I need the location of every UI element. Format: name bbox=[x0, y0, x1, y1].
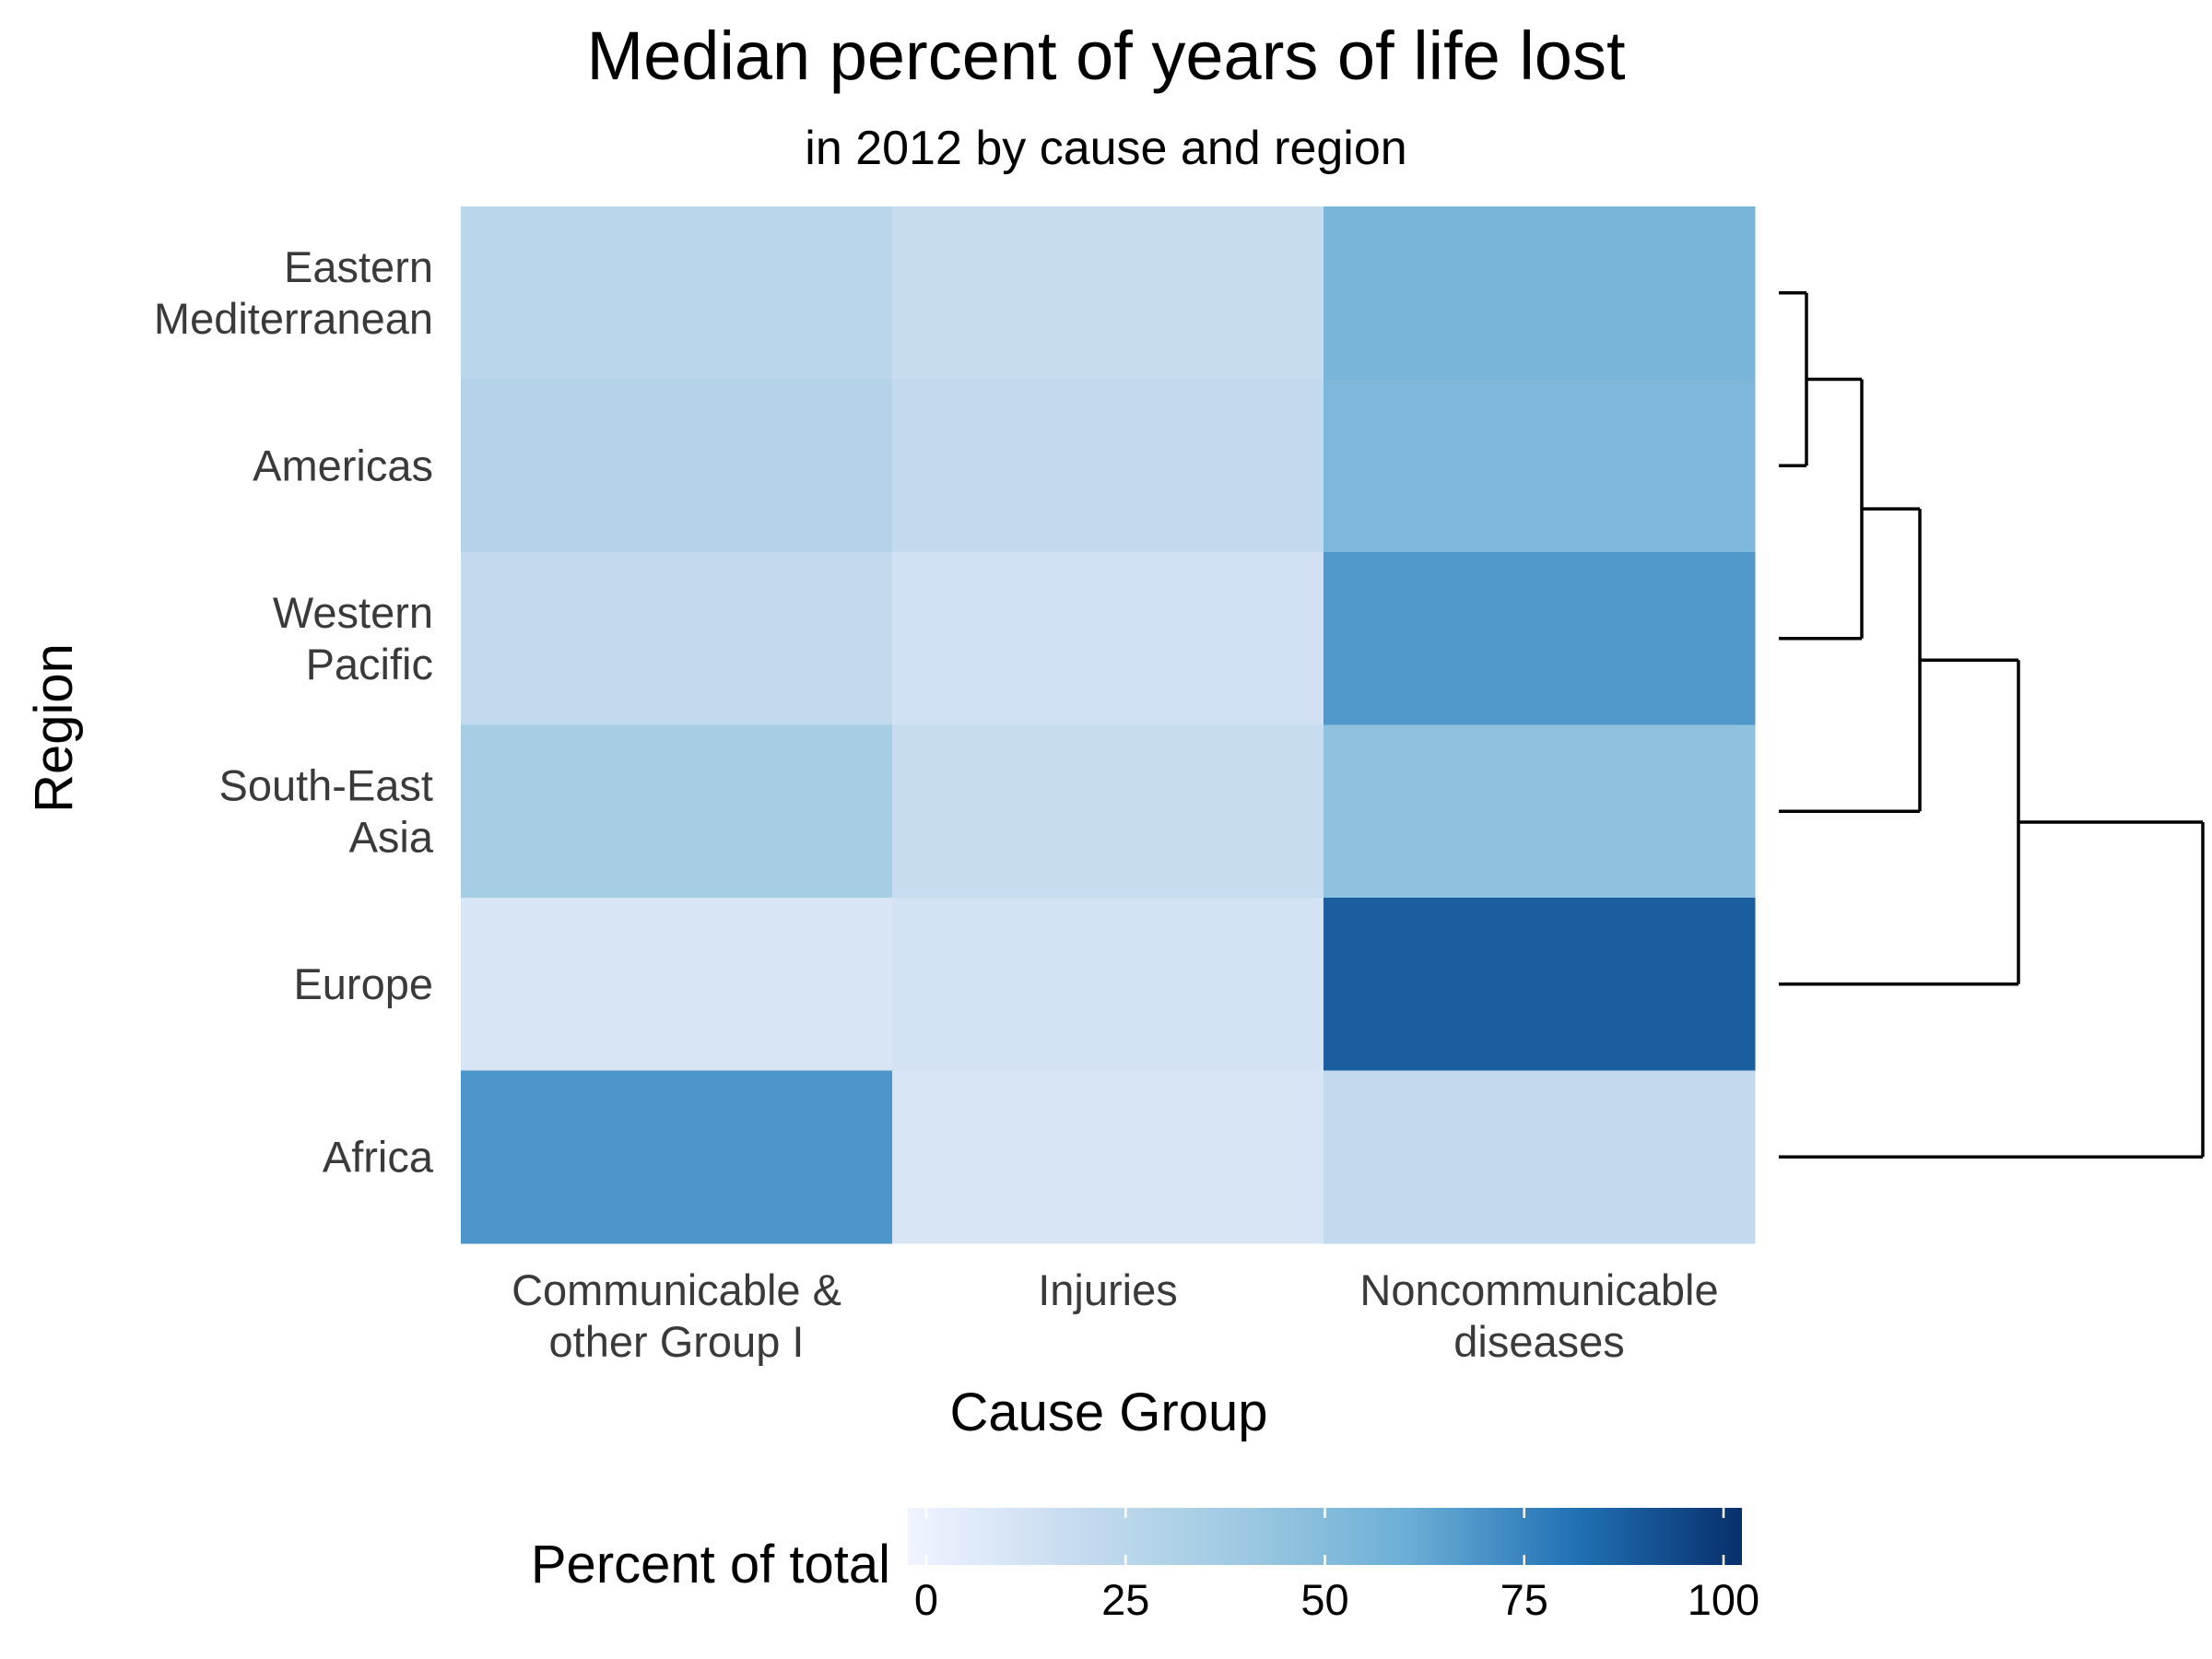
x-tick-label: Communicable & other Group I bbox=[512, 1265, 841, 1366]
heatmap-cell bbox=[892, 1070, 1324, 1244]
heatmap-cell bbox=[461, 1070, 893, 1244]
y-tick-label: Africa bbox=[323, 1133, 434, 1182]
heatmap-cell bbox=[461, 724, 893, 899]
heatmap-cell bbox=[892, 724, 1324, 899]
heatmap-cell bbox=[461, 552, 893, 725]
color-legend: Percent of total 0 25 50 75 100 bbox=[531, 1508, 1759, 1624]
legend-title: Percent of total bbox=[531, 1535, 890, 1594]
heatmap-cells bbox=[461, 206, 1756, 1244]
heatmap-cell bbox=[892, 379, 1324, 553]
x-tick-label: Noncommunicable diseases bbox=[1359, 1265, 1718, 1366]
y-tick-label: Eastern Mediterranean bbox=[154, 242, 433, 343]
x-tick-label: Injuries bbox=[1038, 1265, 1178, 1314]
y-tick-label: South-East Asia bbox=[218, 761, 433, 862]
y-tick-label: Europe bbox=[293, 959, 433, 1008]
legend-tick-label: 50 bbox=[1300, 1575, 1348, 1624]
heatmap-cell bbox=[1324, 898, 1756, 1071]
legend-tick-label: 75 bbox=[1500, 1575, 1548, 1624]
heatmap-cell bbox=[1324, 1070, 1756, 1244]
legend-tick-label: 25 bbox=[1101, 1575, 1149, 1624]
heatmap-cell bbox=[1324, 552, 1756, 725]
heatmap-cell bbox=[892, 898, 1324, 1071]
y-tick-label: Western Pacific bbox=[273, 588, 433, 688]
chart-title: Median percent of years of life lost bbox=[586, 18, 1625, 94]
legend-tick-label: 100 bbox=[1688, 1575, 1759, 1624]
chart-subtitle: in 2012 by cause and region bbox=[805, 122, 1406, 175]
heatmap-cell bbox=[1324, 724, 1756, 899]
x-axis-label: Cause Group bbox=[950, 1382, 1268, 1442]
legend-tick-label: 0 bbox=[914, 1575, 938, 1624]
heatmap-cell bbox=[892, 552, 1324, 725]
heatmap-cell bbox=[461, 898, 893, 1071]
y-tick-label: Americas bbox=[253, 441, 433, 490]
x-tick-labels: Communicable & other Group I Injuries Nonco… bbox=[512, 1265, 1719, 1366]
row-dendrogram bbox=[1779, 291, 2205, 1159]
heatmap-cell bbox=[892, 206, 1324, 380]
y-tick-labels: Eastern Mediterranean Americas Western Pacif… bbox=[154, 242, 434, 1181]
heatmap-cell bbox=[461, 379, 893, 553]
heatmap-cell bbox=[461, 206, 893, 380]
heatmap-cell bbox=[1324, 206, 1756, 380]
heatmap-cell bbox=[1324, 379, 1756, 553]
y-axis-label: Region bbox=[24, 643, 84, 813]
